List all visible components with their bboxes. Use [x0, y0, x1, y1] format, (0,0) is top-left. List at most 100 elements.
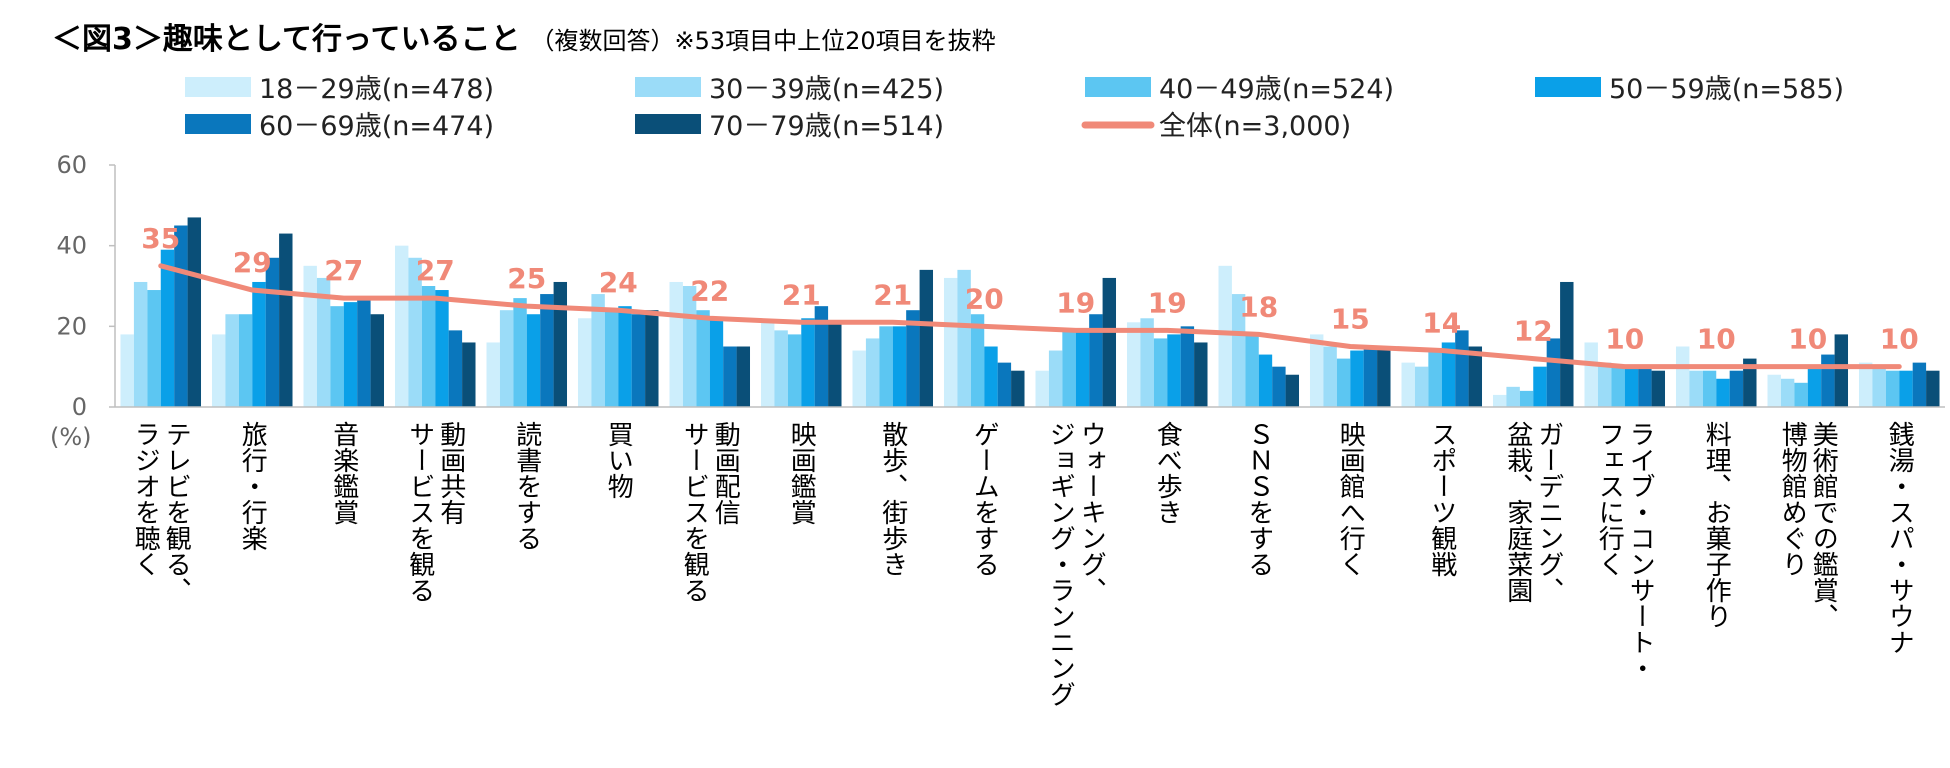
x-category-label: 旅行・行楽 [237, 421, 267, 551]
x-category-label: 動画共有 [436, 421, 466, 525]
y-axis: 0 20 40 60 (%) [50, 151, 116, 451]
legend-item: 全体(n=3,000) [1081, 111, 1351, 142]
legend-swatch [1535, 77, 1601, 97]
bar [1180, 326, 1195, 407]
x-category-label: 散歩、街歩き [878, 421, 908, 577]
bar [435, 290, 449, 407]
bar [1872, 366, 1886, 407]
bar [1858, 362, 1873, 407]
bar [238, 314, 253, 407]
x-category-label: 映画館へ行く [1335, 421, 1365, 577]
legend-label: 50－59歳(n=585) [1609, 74, 1844, 105]
bar [265, 257, 280, 407]
bar [1323, 346, 1337, 407]
bar [394, 245, 409, 407]
x-category-label: 映画鑑賞 [786, 421, 816, 525]
total-data-label: 19 [1056, 286, 1095, 319]
total-data-label: 10 [1788, 323, 1827, 356]
bar [1167, 334, 1181, 407]
bar [1702, 370, 1717, 407]
bar [906, 310, 920, 407]
total-data-label: 10 [1697, 323, 1736, 356]
bar [1035, 370, 1049, 407]
total-data-label: 18 [1239, 290, 1278, 323]
total-data-label: 29 [233, 246, 272, 279]
bar [604, 310, 619, 407]
y-tick-label: 20 [56, 312, 87, 340]
total-data-label: 25 [507, 262, 546, 295]
bar [421, 286, 436, 407]
bar [892, 326, 907, 407]
total-data-label: 24 [599, 266, 638, 299]
total-data-label: 12 [1514, 315, 1553, 348]
bar [448, 330, 463, 407]
y-unit-label: (%) [50, 423, 92, 451]
total-data-label: 14 [1422, 307, 1461, 340]
bar [357, 298, 371, 407]
bar [1062, 330, 1076, 407]
total-data-label: 22 [690, 274, 729, 307]
bar [1506, 386, 1520, 407]
bar [618, 306, 632, 407]
bar [316, 277, 331, 407]
bar [774, 330, 788, 407]
chart-title-sub: （複数回答）※53項目中上位20項目を抜粋 [530, 27, 996, 55]
legend-item: 70－79歳(n=514) [635, 111, 944, 142]
bar [1716, 378, 1730, 407]
bar [723, 346, 737, 407]
bar [1231, 294, 1246, 407]
bar [696, 310, 710, 407]
bar [1194, 342, 1208, 407]
total-data-label: 21 [782, 278, 821, 311]
y-tick-label: 0 [72, 393, 87, 421]
chart-title: ＜図3＞趣味として行っていること （複数回答）※53項目中上位20項目を抜粋 [52, 14, 996, 58]
bar [1743, 358, 1757, 407]
bar [526, 314, 541, 407]
bar [736, 346, 751, 407]
legend-label: 70－79歳(n=514) [709, 111, 944, 142]
bar [1428, 350, 1442, 407]
bar-group [120, 217, 1940, 407]
total-line-group: 35 29 27 27 25 24 22 21 21 20 19 19 18 15 14 12 10 10 10 10 [141, 222, 1919, 370]
bar [1089, 314, 1103, 407]
bar [1533, 366, 1547, 407]
total-data-label: 27 [416, 254, 455, 287]
x-category-label: ラジオを聴く [130, 421, 160, 577]
x-category-label: 美術館での鑑賞、 [1808, 421, 1838, 629]
x-category-label: 食べ歩き [1152, 421, 1182, 525]
legend-swatch [185, 114, 251, 134]
legend-item: 60－69歳(n=474) [185, 111, 494, 142]
bar [462, 342, 476, 407]
bar [828, 322, 842, 407]
x-category-label: ライブ・コンサート・ [1625, 421, 1655, 681]
bar [801, 318, 815, 407]
bar [1285, 374, 1300, 407]
legend-swatch [185, 77, 251, 97]
bar [1468, 346, 1483, 407]
bar [852, 350, 866, 407]
legend-label: 30－39歳(n=425) [709, 74, 944, 105]
bar [1560, 281, 1574, 407]
bar [1401, 362, 1415, 407]
bar [984, 346, 998, 407]
bar [133, 281, 148, 407]
bar [1258, 354, 1273, 407]
bar [225, 314, 239, 407]
bar [1245, 334, 1259, 407]
bar [370, 314, 385, 407]
total-data-label: 19 [1148, 286, 1187, 319]
bar [1140, 318, 1154, 407]
bar [540, 294, 554, 407]
bar [553, 281, 568, 407]
bar [1729, 370, 1744, 407]
x-category-label: サービスを観る [679, 421, 709, 603]
bar [1218, 265, 1232, 407]
bar [1885, 370, 1900, 407]
bar [1153, 338, 1168, 407]
x-category-label: ＳＮＳをする [1244, 421, 1274, 577]
bar [669, 281, 683, 407]
legend-label: 全体(n=3,000) [1159, 111, 1351, 142]
x-category-label: テレビを観る、 [161, 421, 191, 603]
bar [252, 281, 266, 407]
